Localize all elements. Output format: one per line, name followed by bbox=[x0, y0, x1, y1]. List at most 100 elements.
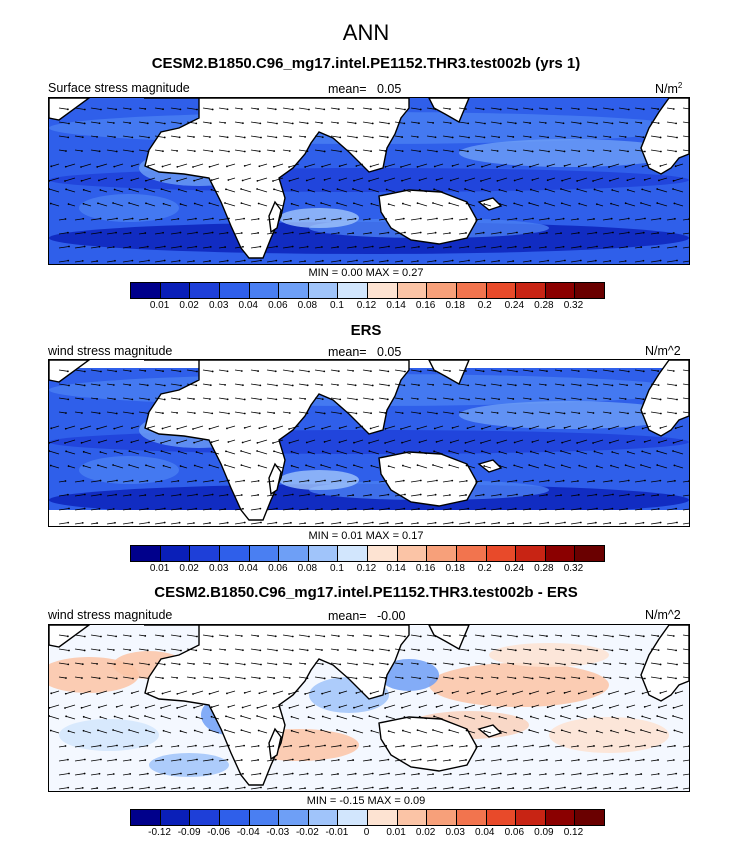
colorbar-tick-label: 0.1 bbox=[329, 563, 344, 574]
panel-1-map-svg bbox=[49, 98, 689, 264]
colorbar-swatch bbox=[219, 810, 250, 825]
panel-2-mean-label: mean= bbox=[328, 345, 367, 359]
panel-3-mean-label: mean= bbox=[328, 609, 367, 623]
colorbar-tick-label: 0.12 bbox=[356, 563, 377, 574]
colorbar-swatch bbox=[160, 283, 191, 298]
panel-3-left-label: wind stress magnitude bbox=[48, 608, 173, 622]
panel-3-map bbox=[48, 624, 690, 792]
panel-1-minmax: MIN = 0.00 MAX = 0.27 bbox=[308, 267, 424, 279]
colorbar-swatch bbox=[486, 546, 517, 561]
colorbar-swatch bbox=[368, 283, 398, 298]
colorbar-swatch bbox=[397, 283, 428, 298]
colorbar-swatch bbox=[486, 810, 517, 825]
colorbar-tick-label: 0.03 bbox=[208, 300, 229, 311]
colorbar-tick-label: 0.06 bbox=[268, 563, 288, 574]
colorbar-tick-label: 0.18 bbox=[445, 300, 465, 311]
panel-1-units-text: N/m bbox=[655, 82, 678, 97]
colorbar-swatch bbox=[249, 283, 280, 298]
colorbar-swatch bbox=[456, 546, 487, 561]
colorbar-tick-label: 0.32 bbox=[563, 300, 584, 311]
colorbar-swatch bbox=[545, 283, 576, 298]
colorbar-swatch bbox=[486, 283, 517, 298]
colorbar-swatch bbox=[516, 283, 546, 298]
colorbar-tick-label: 0.03 bbox=[445, 827, 465, 838]
colorbar-swatch bbox=[160, 546, 191, 561]
panel-2-units: N/m^2 bbox=[645, 344, 681, 358]
colorbar-swatch bbox=[338, 810, 368, 825]
colorbar-tick-label: 0.2 bbox=[477, 300, 492, 311]
colorbar-tick-label: 0.16 bbox=[415, 563, 436, 574]
colorbar-swatch bbox=[516, 810, 546, 825]
colorbar-tick-label: 0.04 bbox=[238, 563, 258, 574]
panel-2-left-label: wind stress magnitude bbox=[48, 344, 173, 358]
panel-2-map-svg bbox=[49, 360, 689, 526]
map-vectors bbox=[49, 107, 689, 263]
colorbar-tick-label: 0.08 bbox=[297, 300, 318, 311]
colorbar-swatch bbox=[427, 546, 457, 561]
panel-1-colorbar bbox=[130, 282, 605, 299]
panel-2-minmax: MIN = 0.01 MAX = 0.17 bbox=[308, 530, 424, 542]
map-coastlines bbox=[49, 360, 689, 521]
colorbar-swatch bbox=[249, 546, 280, 561]
colorbar-tick-label: 0.01 bbox=[386, 827, 406, 838]
colorbar-swatch bbox=[545, 810, 576, 825]
colorbar-swatch bbox=[338, 546, 368, 561]
colorbar-swatch bbox=[368, 546, 398, 561]
colorbar-tick-label: 0.02 bbox=[415, 827, 436, 838]
colorbar-tick-label: 0.18 bbox=[445, 563, 465, 574]
colorbar-tick-label: 0.09 bbox=[534, 827, 554, 838]
colorbar-tick-label: 0.28 bbox=[534, 300, 554, 311]
colorbar-tick-label: 0.04 bbox=[475, 827, 495, 838]
colorbar-tick-label: 0.12 bbox=[563, 827, 584, 838]
map-vectors bbox=[49, 369, 689, 525]
panel-1-title: CESM2.B1850.C96_mg17.intel.PE1152.THR3.t… bbox=[151, 55, 581, 72]
colorbar-swatch bbox=[575, 283, 604, 298]
panel-3-units: N/m^2 bbox=[645, 608, 681, 622]
colorbar-tick-label: -0.12 bbox=[148, 827, 171, 838]
panel-2-mean-value: 0.05 bbox=[377, 345, 402, 359]
map-coastlines bbox=[49, 98, 689, 259]
panel-3-colorbar-ticks: -0.12 -0.09 -0.06 -0.04 -0.03 -0.02 -0.01 0 0.01… bbox=[130, 827, 603, 841]
colorbar-swatch bbox=[427, 283, 457, 298]
colorbar-tick-label: 0.01 bbox=[149, 563, 170, 574]
panel-3-map-svg bbox=[49, 625, 689, 791]
panel-3-minmax: MIN = -0.15 MAX = 0.09 bbox=[306, 795, 426, 807]
figure-title: ANN bbox=[342, 20, 390, 45]
panel-2-colorbar-ticks: 0.01 0.02 0.03 0.04 0.06 0.08 0.1 0.12 0.14 0.16 0… bbox=[130, 563, 603, 577]
panel-1-units: N/m2 bbox=[655, 81, 682, 96]
colorbar-swatch bbox=[308, 283, 339, 298]
colorbar-swatch bbox=[219, 546, 250, 561]
colorbar-tick-label: -0.04 bbox=[236, 827, 260, 838]
colorbar-tick-label: -0.02 bbox=[295, 827, 319, 838]
panel-1-left-label: Surface stress magnitude bbox=[48, 81, 190, 95]
colorbar-tick-label: 0.14 bbox=[386, 300, 406, 311]
colorbar-tick-label: 0.04 bbox=[238, 300, 258, 311]
colorbar-swatch bbox=[279, 546, 309, 561]
colorbar-tick-label: 0.2 bbox=[477, 563, 492, 574]
colorbar-tick-label: 0.14 bbox=[386, 563, 406, 574]
colorbar-tick-label: 0.12 bbox=[356, 300, 377, 311]
panel-1-mean-value: 0.05 bbox=[377, 82, 402, 96]
colorbar-swatch bbox=[160, 810, 191, 825]
colorbar-tick-label: 0.06 bbox=[504, 827, 525, 838]
colorbar-tick-label: 0.1 bbox=[329, 300, 344, 311]
colorbar-tick-label: -0.03 bbox=[266, 827, 290, 838]
colorbar-swatch bbox=[516, 546, 546, 561]
colorbar-swatch bbox=[131, 546, 161, 561]
colorbar-tick-label: 0 bbox=[363, 827, 370, 838]
panel-1-map bbox=[48, 97, 690, 265]
colorbar-tick-label: 0.06 bbox=[268, 300, 288, 311]
colorbar-swatch bbox=[427, 810, 457, 825]
colorbar-tick-label: 0.28 bbox=[534, 563, 554, 574]
panel-1-mean-label: mean= bbox=[328, 82, 367, 96]
colorbar-swatch bbox=[308, 546, 339, 561]
panel-2-colorbar bbox=[130, 545, 605, 562]
colorbar-swatch bbox=[279, 810, 309, 825]
colorbar-tick-label: 0.08 bbox=[297, 563, 318, 574]
colorbar-swatch bbox=[575, 546, 604, 561]
panel-3-mean-value: -0.00 bbox=[377, 609, 406, 623]
panel-1-units-sup: 2 bbox=[677, 81, 683, 90]
colorbar-swatch bbox=[368, 810, 398, 825]
panel-3-mean: mean= -0.00 bbox=[328, 609, 406, 623]
colorbar-swatch bbox=[397, 810, 428, 825]
